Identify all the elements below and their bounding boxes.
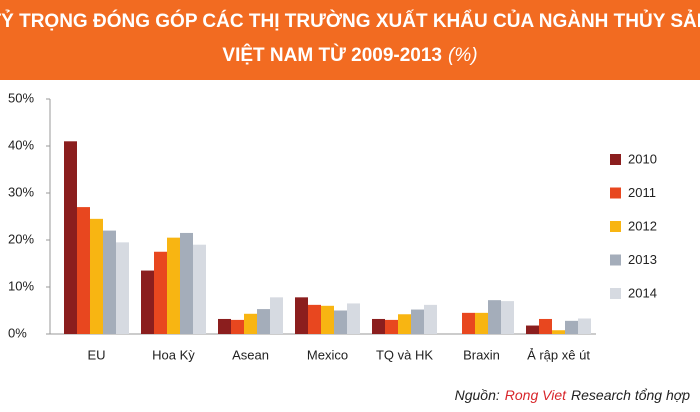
bar xyxy=(475,312,488,334)
x-tick-label: Asean xyxy=(232,347,269,362)
y-tick-label: 20% xyxy=(8,231,34,246)
bar xyxy=(539,318,552,334)
bar xyxy=(154,251,167,334)
title-unit: (%) xyxy=(448,45,478,66)
bar xyxy=(180,232,193,334)
bar xyxy=(308,304,321,334)
legend-swatch xyxy=(610,254,621,266)
bar xyxy=(231,319,244,334)
bar xyxy=(565,320,578,334)
bar xyxy=(526,325,539,334)
y-tick-label: 0% xyxy=(8,325,27,340)
y-tick-label: 50% xyxy=(8,90,34,105)
bar xyxy=(270,297,283,334)
y-tick-label: 40% xyxy=(8,137,34,152)
title-banner xyxy=(0,0,700,80)
bar xyxy=(90,218,103,334)
x-tick-label: TQ và HK xyxy=(376,347,433,362)
x-tick-label: Ả rập xê út xyxy=(527,347,590,362)
bar xyxy=(103,230,116,334)
bar xyxy=(398,314,411,334)
bar xyxy=(552,330,565,334)
chart-title: VIỆT NAM TỪ 2009-2013 xyxy=(222,44,442,66)
bar xyxy=(578,318,591,334)
x-tick-label: Hoa Kỳ xyxy=(152,347,195,362)
bar xyxy=(424,304,437,334)
y-tick-label: 10% xyxy=(8,278,34,293)
chart-title: TỶ TRỌNG ĐÓNG GÓP CÁC THỊ TRƯỜNG XUẤT KH… xyxy=(0,10,700,32)
y-tick-label: 30% xyxy=(8,184,34,199)
legend-label: 2014 xyxy=(628,285,657,300)
bar xyxy=(257,309,270,334)
bar xyxy=(372,318,385,334)
bar xyxy=(193,244,206,334)
source-prefix: Nguồn: xyxy=(455,387,500,403)
bar xyxy=(385,319,398,334)
bar xyxy=(244,313,257,334)
legend-label: 2012 xyxy=(628,218,657,233)
legend-swatch xyxy=(610,154,621,165)
bar xyxy=(295,297,308,334)
bar xyxy=(321,305,334,334)
x-tick-label: EU xyxy=(87,347,105,362)
legend-swatch xyxy=(610,288,621,299)
bar xyxy=(501,301,514,334)
source-suffix: Research tổng hợp xyxy=(571,387,690,403)
bar xyxy=(77,207,90,334)
source-highlight: Rong Viet xyxy=(505,387,567,403)
bar xyxy=(167,237,180,334)
bar xyxy=(141,270,154,334)
bar xyxy=(488,300,501,334)
source-note: Nguồn: Rong Viet Research tổng hợp xyxy=(455,387,691,403)
bar xyxy=(347,303,360,334)
legend-label: 2013 xyxy=(628,252,657,267)
legend-label: 2010 xyxy=(628,151,657,166)
x-tick-label: Braxin xyxy=(463,347,500,362)
bar xyxy=(218,318,231,334)
bar xyxy=(462,312,475,334)
legend-swatch xyxy=(610,187,621,199)
bar xyxy=(116,242,129,334)
bar xyxy=(334,310,347,334)
bar xyxy=(64,141,77,334)
legend-swatch xyxy=(610,221,621,232)
chart-title: VIỆT NAM TỪ 2009-2013 (%) xyxy=(222,44,477,66)
x-tick-label: Mexico xyxy=(307,347,348,362)
bar xyxy=(411,309,424,334)
legend-label: 2011 xyxy=(628,185,656,200)
